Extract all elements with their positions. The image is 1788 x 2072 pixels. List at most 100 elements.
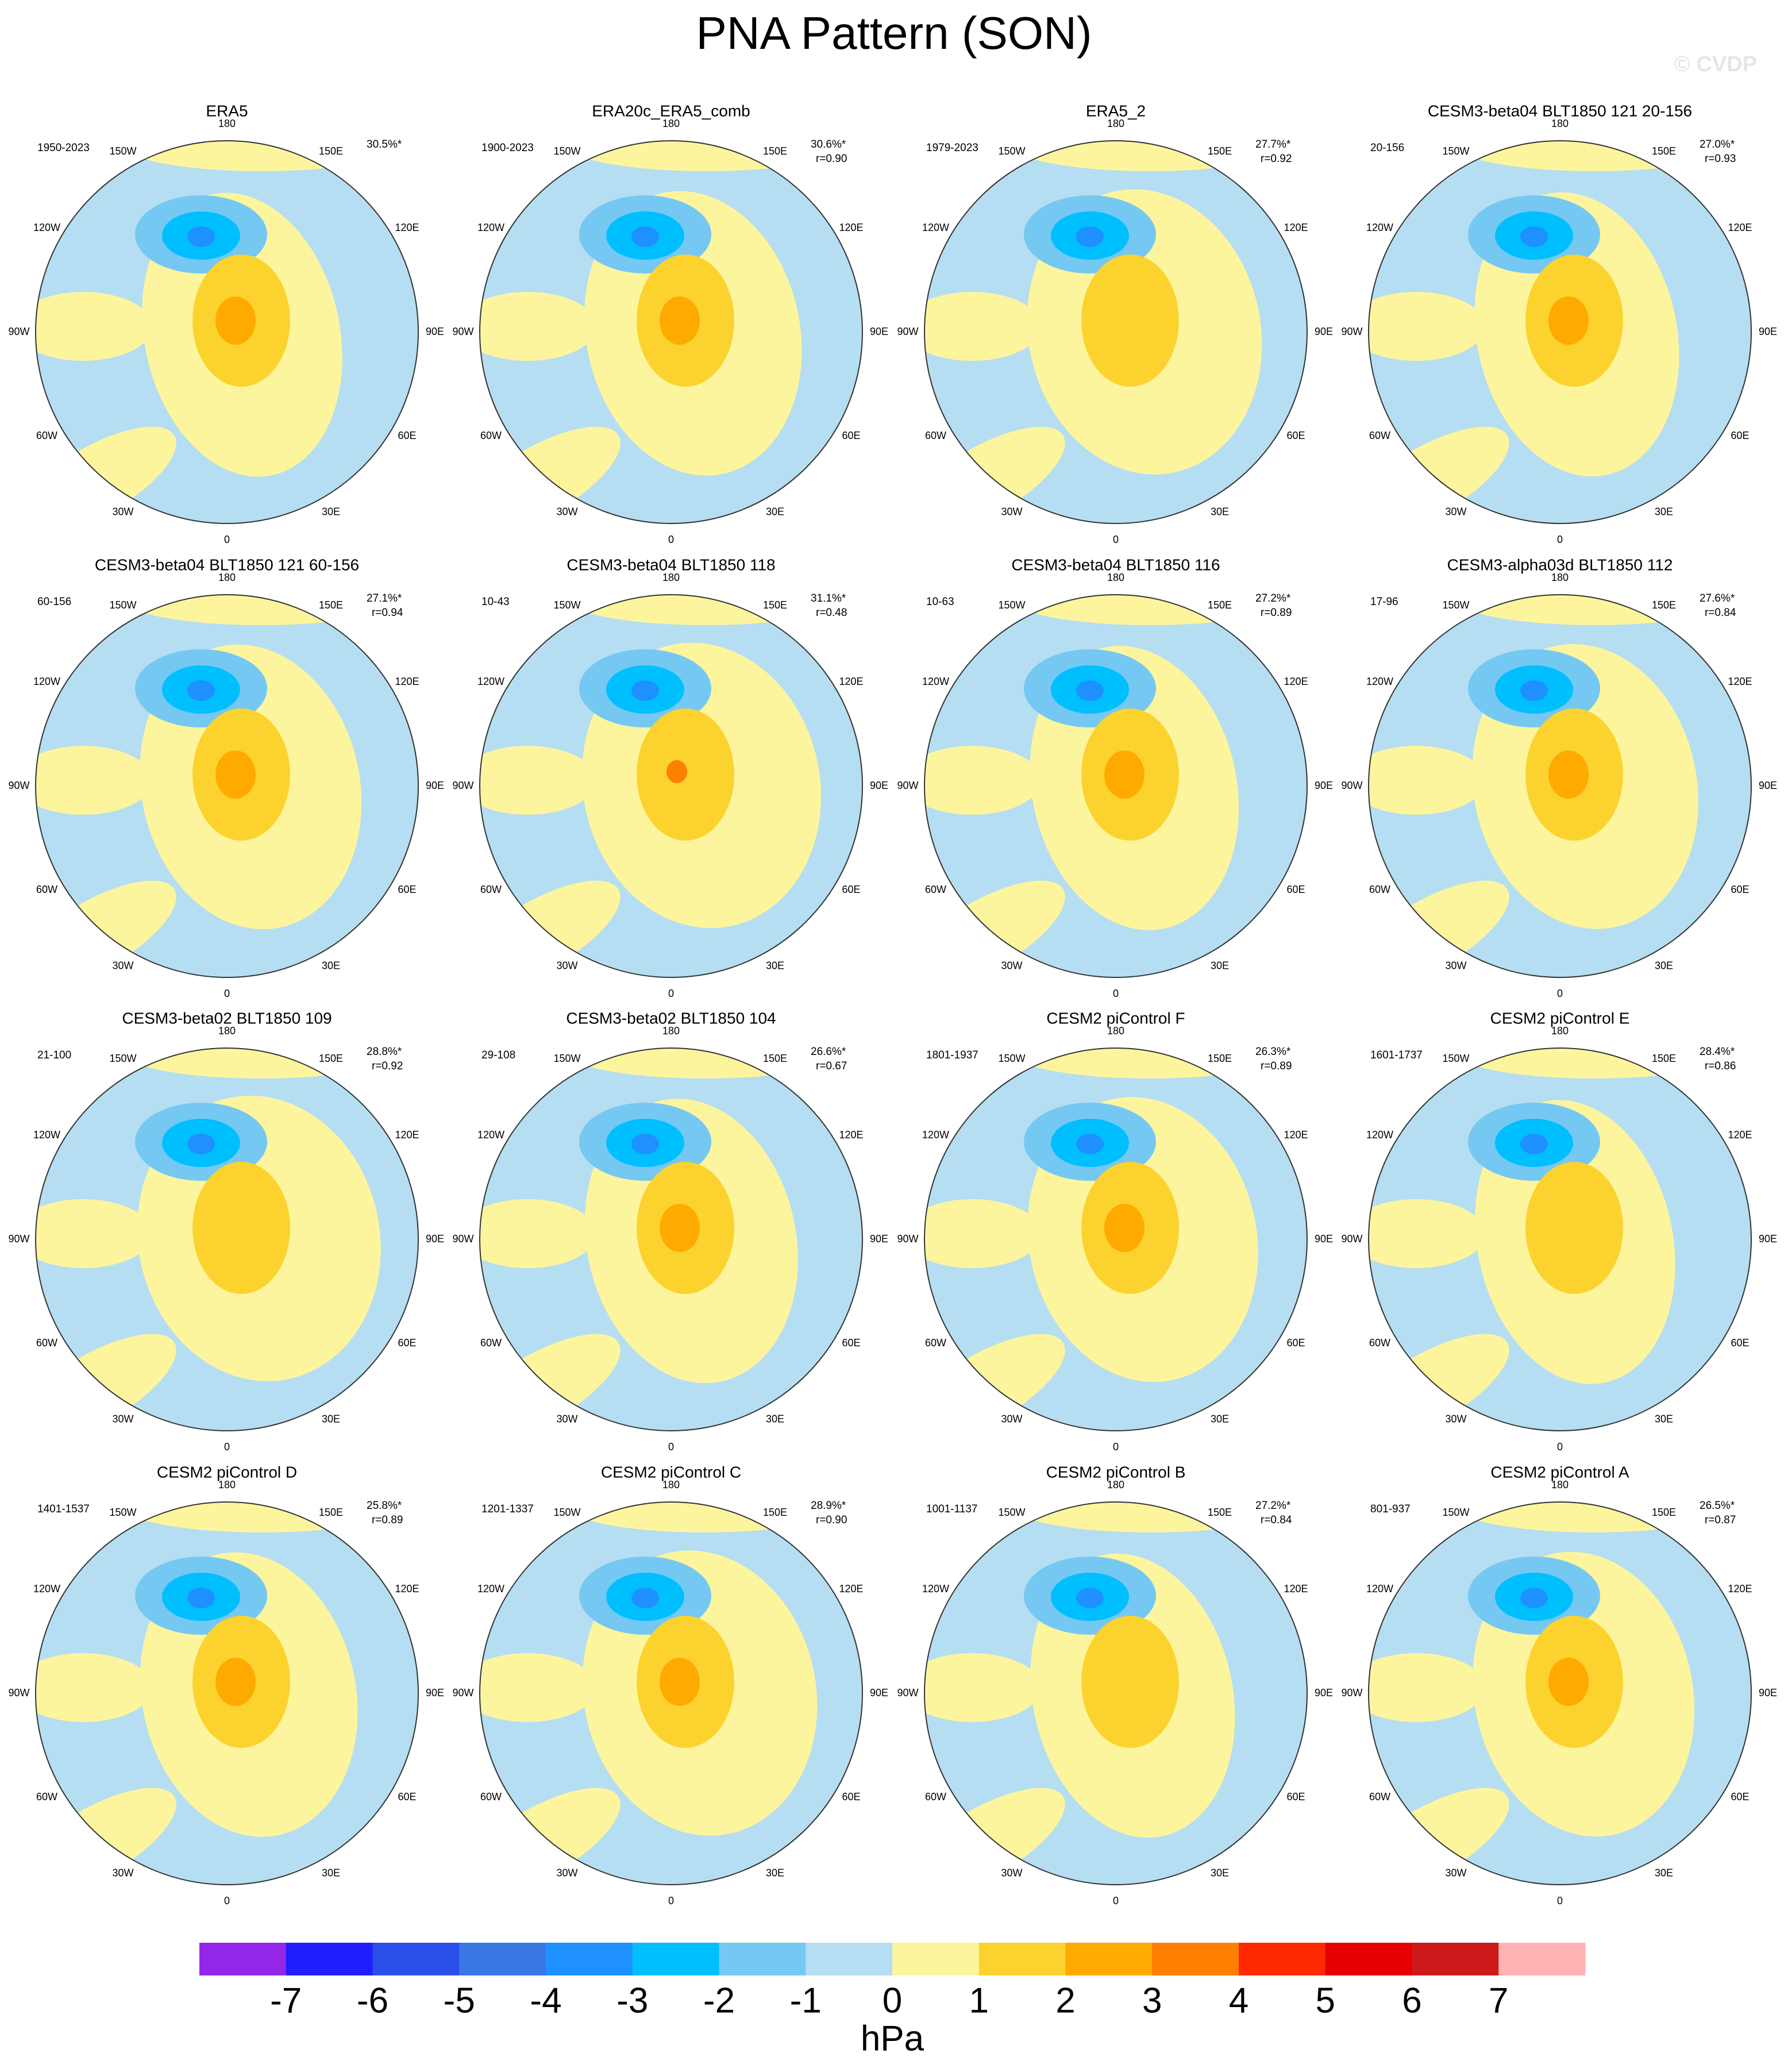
colorbar-tick-label: 2 xyxy=(1055,1981,1075,2020)
longitude-label: 90W xyxy=(8,326,29,337)
longitude-label: 150E xyxy=(319,145,343,157)
longitude-label: 120W xyxy=(1366,1129,1393,1141)
longitude-label: 150E xyxy=(763,145,787,157)
longitude-label: 180 xyxy=(662,1479,680,1491)
longitude-label: 90W xyxy=(8,780,29,791)
panel-variance: 26.3%* xyxy=(1255,1046,1291,1058)
longitude-label: 0 xyxy=(1557,1441,1563,1453)
anomaly-positive-weak xyxy=(924,746,1041,815)
longitude-label: 0 xyxy=(668,1895,674,1907)
map-field xyxy=(480,1048,862,1431)
panel-variance: 30.6%* xyxy=(811,138,846,151)
longitude-label: 30E xyxy=(1211,960,1229,971)
longitude-label: 60E xyxy=(1731,1337,1749,1349)
longitude-label: 90E xyxy=(1759,326,1777,337)
colorbar-box xyxy=(1152,1943,1239,1975)
longitude-label: 30E xyxy=(322,1413,340,1424)
panel-correlation: r=0.89 xyxy=(1261,607,1292,619)
longitude-label: 150W xyxy=(553,599,580,611)
anomaly-negative xyxy=(1520,1134,1548,1154)
longitude-label: 60W xyxy=(36,1791,57,1803)
anomaly-positive xyxy=(1104,1204,1145,1252)
anomaly-positive-weak xyxy=(36,746,152,815)
panel-years: 1201-1337 xyxy=(481,1503,534,1515)
panel-variance: 27.2%* xyxy=(1255,592,1291,604)
longitude-label: 60W xyxy=(1369,1337,1390,1349)
longitude-label: 120E xyxy=(839,676,863,687)
panel-years: 1401-1537 xyxy=(37,1503,90,1515)
colorbar-box xyxy=(372,1943,460,1975)
longitude-label: 150E xyxy=(1208,1507,1232,1518)
colorbar-tick-label: -1 xyxy=(790,1981,822,2020)
anomaly-negative xyxy=(631,226,659,247)
longitude-label: 30W xyxy=(112,1867,133,1878)
longitude-label: 120W xyxy=(477,1129,504,1141)
anomaly-negative xyxy=(631,680,659,701)
longitude-label: 120W xyxy=(1366,1583,1393,1595)
panel-correlation: r=0.89 xyxy=(372,1514,403,1526)
anomaly-negative xyxy=(631,1588,659,1608)
map-panel: ERA5_2 1979-2023 27.7%* r=0.92 180 150E 120E 90… xyxy=(897,102,1333,545)
colorbar-box xyxy=(719,1943,806,1975)
longitude-label: 60W xyxy=(480,430,502,441)
longitude-label: 60E xyxy=(842,1791,860,1803)
longitude-label: 120E xyxy=(395,1583,419,1595)
map-field xyxy=(1369,1048,1751,1431)
anomaly-negative xyxy=(1076,1134,1104,1154)
map-panel: CESM2 piControl B 1001-1137 27.2%* r=0.84 18… xyxy=(897,1463,1333,1906)
longitude-label: 90W xyxy=(1341,780,1362,791)
longitude-label: 90W xyxy=(452,326,473,337)
longitude-label: 90E xyxy=(870,780,888,791)
colorbar-tick-label: -7 xyxy=(270,1981,302,2020)
longitude-label: 60W xyxy=(1369,1791,1390,1803)
longitude-label: 90E xyxy=(1759,780,1777,791)
longitude-label: 90E xyxy=(426,326,444,337)
longitude-label: 30W xyxy=(1001,960,1022,971)
map-field xyxy=(1369,1502,1751,1885)
longitude-label: 180 xyxy=(218,1479,236,1491)
panel-title: CESM2 piControl E xyxy=(1490,1009,1630,1027)
longitude-label: 180 xyxy=(218,572,236,583)
longitude-label: 90W xyxy=(897,1687,918,1699)
colorbar-box xyxy=(632,1943,719,1975)
anomaly-positive xyxy=(666,760,687,783)
longitude-label: 60E xyxy=(1286,1337,1305,1349)
map-panel: CESM3-beta04 BLT1850 121 60-156 60-156 27.… xyxy=(8,556,444,999)
map-field xyxy=(480,141,862,523)
anomaly-positive xyxy=(660,1658,700,1706)
longitude-label: 30W xyxy=(1001,506,1022,517)
panel-years: 1900-2023 xyxy=(481,142,534,154)
panel-years: 1001-1137 xyxy=(926,1503,977,1515)
map-field xyxy=(924,1502,1307,1885)
anomaly-positive xyxy=(660,1204,700,1252)
anomaly-positive-weak xyxy=(118,1502,405,1532)
longitude-label: 90E xyxy=(1315,1233,1333,1245)
map-outline xyxy=(479,1047,863,1431)
longitude-label: 60E xyxy=(1286,884,1305,895)
panel-correlation: r=0.92 xyxy=(1261,153,1292,165)
panel-years: 60-156 xyxy=(37,596,71,608)
longitude-label: 90W xyxy=(452,780,473,791)
longitude-label: 120E xyxy=(395,222,419,233)
map-outline xyxy=(479,1501,863,1885)
map-field xyxy=(924,1048,1307,1431)
longitude-label: 0 xyxy=(1113,1441,1119,1453)
longitude-label: 30E xyxy=(1211,1413,1229,1424)
longitude-label: 150W xyxy=(998,1507,1025,1518)
longitude-label: 180 xyxy=(1551,1025,1569,1037)
longitude-label: 0 xyxy=(224,534,230,545)
map-panel: CESM3-alpha03d BLT1850 112 17-96 27.6%* r=0… xyxy=(1341,556,1777,999)
longitude-label: 90W xyxy=(452,1233,473,1245)
anomaly-positive-weak xyxy=(562,1502,849,1532)
longitude-label: 0 xyxy=(1113,534,1119,545)
longitude-label: 30W xyxy=(112,1413,133,1424)
anomaly-positive-weak xyxy=(480,1653,596,1722)
panel-variance: 27.7%* xyxy=(1255,138,1291,151)
anomaly-positive xyxy=(1548,750,1589,799)
longitude-label: 150E xyxy=(1652,1507,1676,1518)
longitude-label: 30W xyxy=(1001,1413,1022,1424)
longitude-label: 90E xyxy=(1315,780,1333,791)
anomaly-negative xyxy=(1076,226,1104,247)
panel-variance: 28.9%* xyxy=(811,1500,846,1512)
longitude-label: 90E xyxy=(870,1687,888,1699)
